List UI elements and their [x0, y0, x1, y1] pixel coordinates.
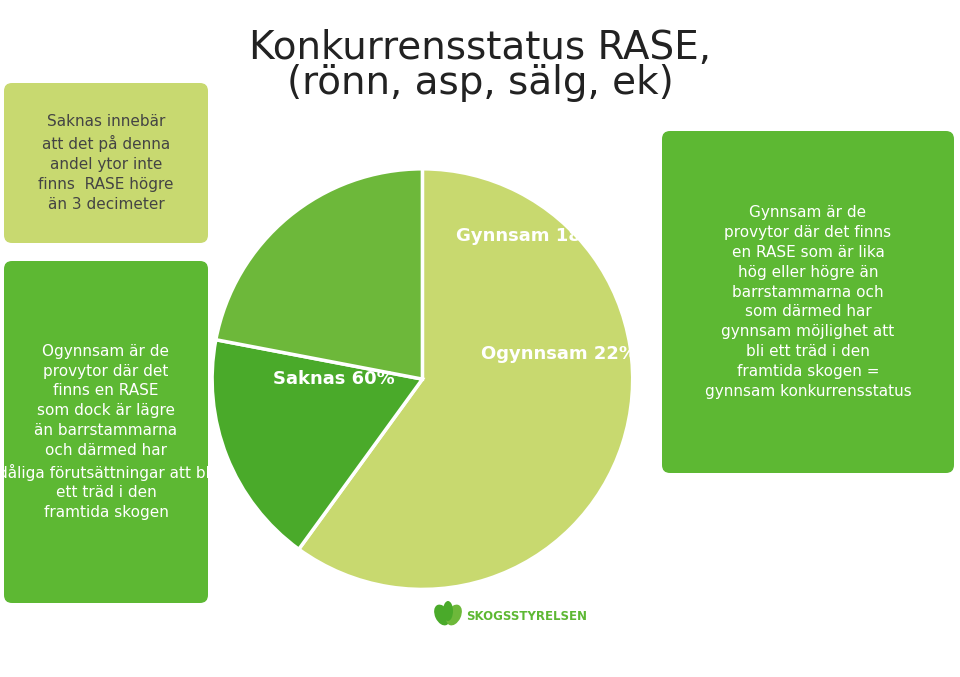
Wedge shape: [216, 169, 422, 379]
Text: Saknas 60%: Saknas 60%: [274, 370, 395, 388]
Text: SKOGSSTYRELSEN: SKOGSSTYRELSEN: [466, 611, 587, 624]
Text: Ogynnsam 22%: Ogynnsam 22%: [481, 345, 637, 363]
Text: (rönn, asp, sälg, ek): (rönn, asp, sälg, ek): [287, 64, 673, 102]
Ellipse shape: [446, 605, 462, 626]
Wedge shape: [299, 169, 633, 590]
Text: Gynnsam är de
provytor där det finns
en RASE som är lika
hög eller högre än
barr: Gynnsam är de provytor där det finns en …: [705, 205, 911, 399]
Ellipse shape: [434, 605, 450, 626]
Text: Konkurrensstatus RASE,: Konkurrensstatus RASE,: [249, 29, 711, 67]
FancyBboxPatch shape: [4, 83, 208, 243]
Wedge shape: [212, 340, 422, 549]
FancyBboxPatch shape: [4, 261, 208, 603]
FancyBboxPatch shape: [662, 131, 954, 473]
Ellipse shape: [443, 601, 453, 621]
Text: Ogynnsam är de
provytor där det
finns en RASE
som dock är lägre
än barrstammarna: Ogynnsam är de provytor där det finns en…: [0, 344, 214, 520]
Text: Saknas innebär
att det på denna
andel ytor inte
finns  RASE högre
än 3 decimeter: Saknas innebär att det på denna andel yt…: [38, 114, 174, 211]
Text: Gynnsam 18%: Gynnsam 18%: [456, 227, 599, 245]
